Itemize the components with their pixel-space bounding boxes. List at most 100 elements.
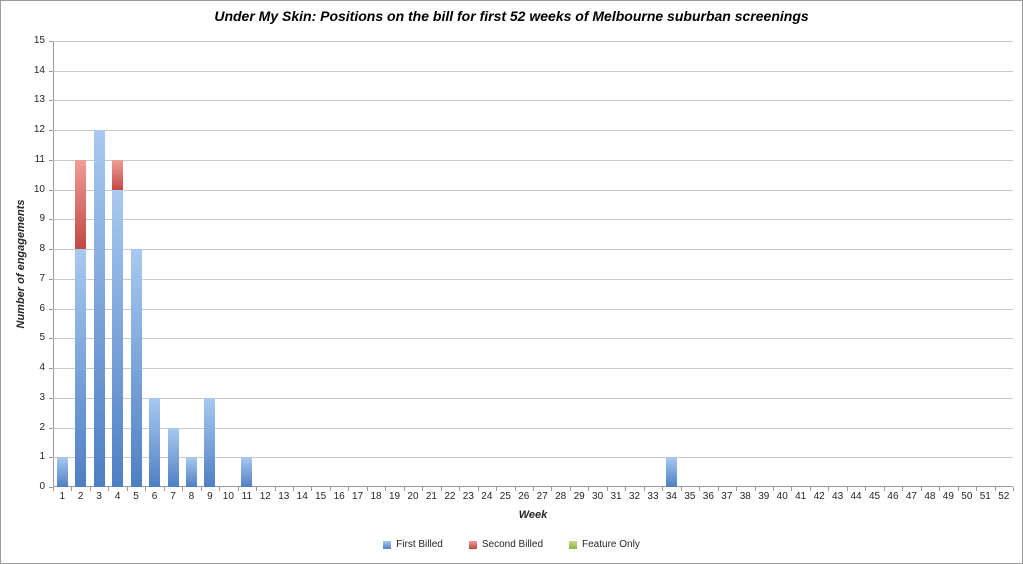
x-tick-label: 51 — [979, 491, 991, 502]
x-axis-tick — [403, 487, 405, 491]
bar-segment — [204, 397, 216, 487]
x-tick-label: 29 — [573, 491, 585, 502]
y-tick-label: 4 — [39, 362, 45, 374]
x-tick-label: 4 — [114, 491, 121, 502]
bar-segment — [665, 457, 677, 487]
x-tick-label: 3 — [96, 491, 102, 502]
x-tick-label: 15 — [315, 491, 327, 502]
y-tick-label: 0 — [39, 481, 45, 492]
x-axis-tick — [219, 487, 221, 491]
y-axis-tick — [49, 487, 53, 488]
x-axis-tick — [606, 487, 608, 491]
legend-swatch — [468, 541, 477, 549]
y-axis-tick — [49, 130, 53, 132]
y-axis-tick — [49, 249, 53, 251]
x-axis-tick — [293, 487, 294, 491]
bar-segment — [185, 457, 197, 487]
x-axis-tick — [274, 487, 276, 491]
x-axis-tick — [163, 487, 165, 491]
x-axis-tick — [459, 487, 461, 491]
y-tick-label: 5 — [39, 332, 45, 344]
x-tick-label: 48 — [924, 491, 936, 502]
x-axis-tick — [588, 487, 590, 491]
x-tick-label: 12 — [259, 491, 271, 502]
gridline — [53, 308, 1013, 310]
x-tick-label: 47 — [905, 491, 917, 502]
x-axis-tick — [791, 487, 793, 491]
y-tick-label: 13 — [33, 94, 45, 106]
x-axis-tick — [237, 487, 239, 491]
x-tick-label: 2 — [77, 491, 84, 502]
x-axis-tick — [366, 487, 368, 491]
x-axis-tick — [71, 487, 73, 491]
x-axis-tick — [699, 487, 701, 491]
x-tick-label: 7 — [170, 491, 176, 502]
gridline — [53, 368, 1013, 370]
x-axis-tick — [1013, 487, 1014, 491]
gridline — [53, 219, 1013, 221]
x-axis-tick — [754, 487, 756, 491]
x-tick-label: 40 — [776, 491, 788, 502]
bar-segment — [56, 457, 68, 487]
x-tick-label: 46 — [887, 491, 899, 502]
x-axis-tick — [736, 487, 738, 491]
y-tick-label: 12 — [33, 124, 45, 136]
plot-area — [53, 41, 1013, 487]
x-tick-label: 37 — [721, 491, 733, 502]
x-axis-tick — [939, 487, 941, 491]
x-tick-label: 36 — [702, 491, 714, 502]
x-axis-tick — [329, 487, 331, 491]
x-axis-tick — [385, 487, 387, 491]
x-axis-title: Week — [518, 509, 548, 521]
y-axis-tick — [49, 189, 53, 191]
gridline — [53, 130, 1013, 132]
gridline — [53, 249, 1013, 251]
bar-segment — [112, 159, 124, 190]
y-tick-label: 7 — [39, 272, 45, 284]
x-tick-label: 23 — [462, 491, 474, 502]
bar-segment — [149, 397, 161, 487]
x-axis-tick — [256, 487, 258, 491]
gridline — [53, 41, 1013, 42]
y-tick-label: 15 — [33, 35, 45, 46]
legend-label: Feature Only — [582, 539, 640, 550]
x-tick-label: 32 — [628, 491, 641, 502]
x-axis-tick — [902, 487, 904, 491]
x-tick-label: 8 — [188, 491, 195, 502]
y-axis-tick — [49, 457, 53, 459]
x-tick-label: 33 — [647, 491, 659, 502]
x-axis-tick — [533, 487, 534, 491]
y-tick-label: 2 — [39, 421, 45, 433]
x-axis-tick — [348, 487, 350, 491]
x-tick-label: 18 — [370, 491, 382, 502]
gridline — [53, 159, 1013, 161]
x-axis-tick — [920, 487, 922, 491]
x-axis-tick — [846, 487, 848, 491]
x-tick-label: 44 — [850, 491, 862, 502]
x-tick-label: 31 — [610, 491, 622, 502]
legend: First Billed Second Billed Feature Only — [1, 540, 1022, 550]
bar-segment — [112, 189, 124, 487]
x-axis-tick — [422, 487, 424, 491]
y-tick-label: 14 — [33, 64, 45, 76]
x-axis-tick — [182, 487, 184, 491]
bar-segment — [75, 249, 87, 487]
gridline — [53, 338, 1013, 340]
chart-title: Under My Skin: Positions on the bill for… — [214, 8, 809, 24]
x-tick-label: 5 — [133, 491, 139, 502]
y-axis-tick — [49, 427, 53, 429]
x-tick-label: 34 — [665, 491, 677, 502]
x-tick-label: 17 — [352, 491, 364, 502]
x-axis-line — [53, 486, 1013, 487]
x-axis-tick — [200, 487, 202, 491]
y-tick-label: 6 — [39, 302, 45, 314]
x-axis-tick — [828, 487, 830, 491]
x-tick-label: 41 — [795, 491, 807, 502]
gridline — [53, 100, 1013, 102]
x-tick-label: 9 — [207, 491, 213, 502]
legend-swatch — [569, 541, 578, 549]
x-tick-label: 49 — [942, 491, 954, 502]
x-axis-tick — [976, 487, 978, 491]
y-tick-label: 11 — [34, 153, 45, 165]
